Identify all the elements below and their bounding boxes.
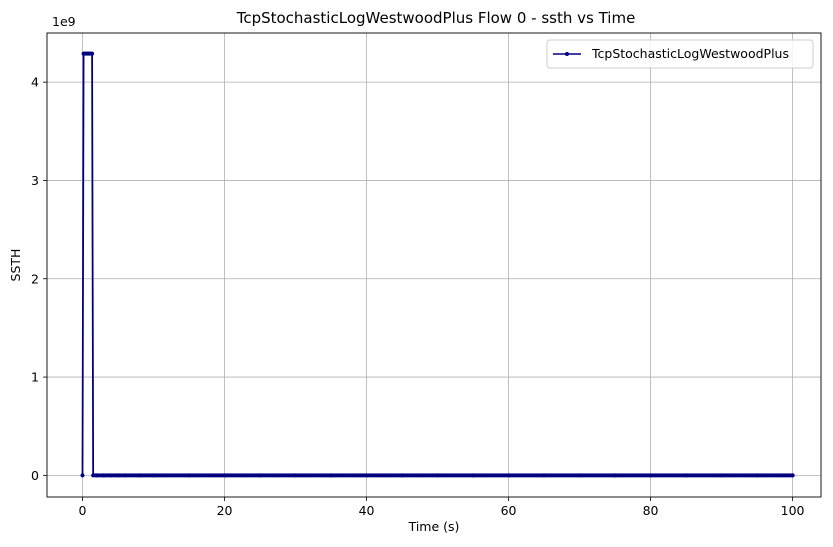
data-point bbox=[80, 473, 85, 478]
x-tick-label: 0 bbox=[79, 503, 87, 518]
x-axis-label: Time (s) bbox=[408, 519, 460, 534]
y-offset-label: 1e9 bbox=[52, 14, 76, 29]
x-ticks: 0 20 40 60 80 100 bbox=[79, 497, 805, 518]
legend-marker-swatch bbox=[565, 52, 569, 56]
y-tick-label: 1 bbox=[31, 370, 39, 385]
y-axis-label: SSTH bbox=[8, 249, 23, 282]
plot-area bbox=[47, 33, 821, 497]
y-tick-label: 4 bbox=[31, 75, 39, 90]
legend-box bbox=[546, 39, 814, 69]
data-point bbox=[790, 473, 795, 478]
chart-title: TcpStochasticLogWestwoodPlus Flow 0 - ss… bbox=[236, 9, 636, 27]
x-tick-label: 20 bbox=[217, 503, 233, 518]
y-ticks: 0 1 2 3 4 bbox=[31, 75, 47, 483]
y-tick-label: 3 bbox=[31, 173, 39, 188]
legend: TcpStochasticLogWestwoodPlus bbox=[546, 39, 814, 69]
x-tick-label: 100 bbox=[781, 503, 805, 518]
plot-frame bbox=[46, 32, 822, 498]
series-markers bbox=[80, 51, 795, 478]
x-tick-label: 60 bbox=[501, 503, 517, 518]
series-layer bbox=[80, 51, 795, 478]
y-tick-label: 2 bbox=[31, 271, 39, 286]
data-point bbox=[90, 51, 95, 56]
x-tick-label: 40 bbox=[359, 503, 375, 518]
x-tick-label: 80 bbox=[643, 503, 659, 518]
legend-label: TcpStochasticLogWestwoodPlus bbox=[591, 46, 789, 61]
y-tick-label: 0 bbox=[31, 468, 39, 483]
